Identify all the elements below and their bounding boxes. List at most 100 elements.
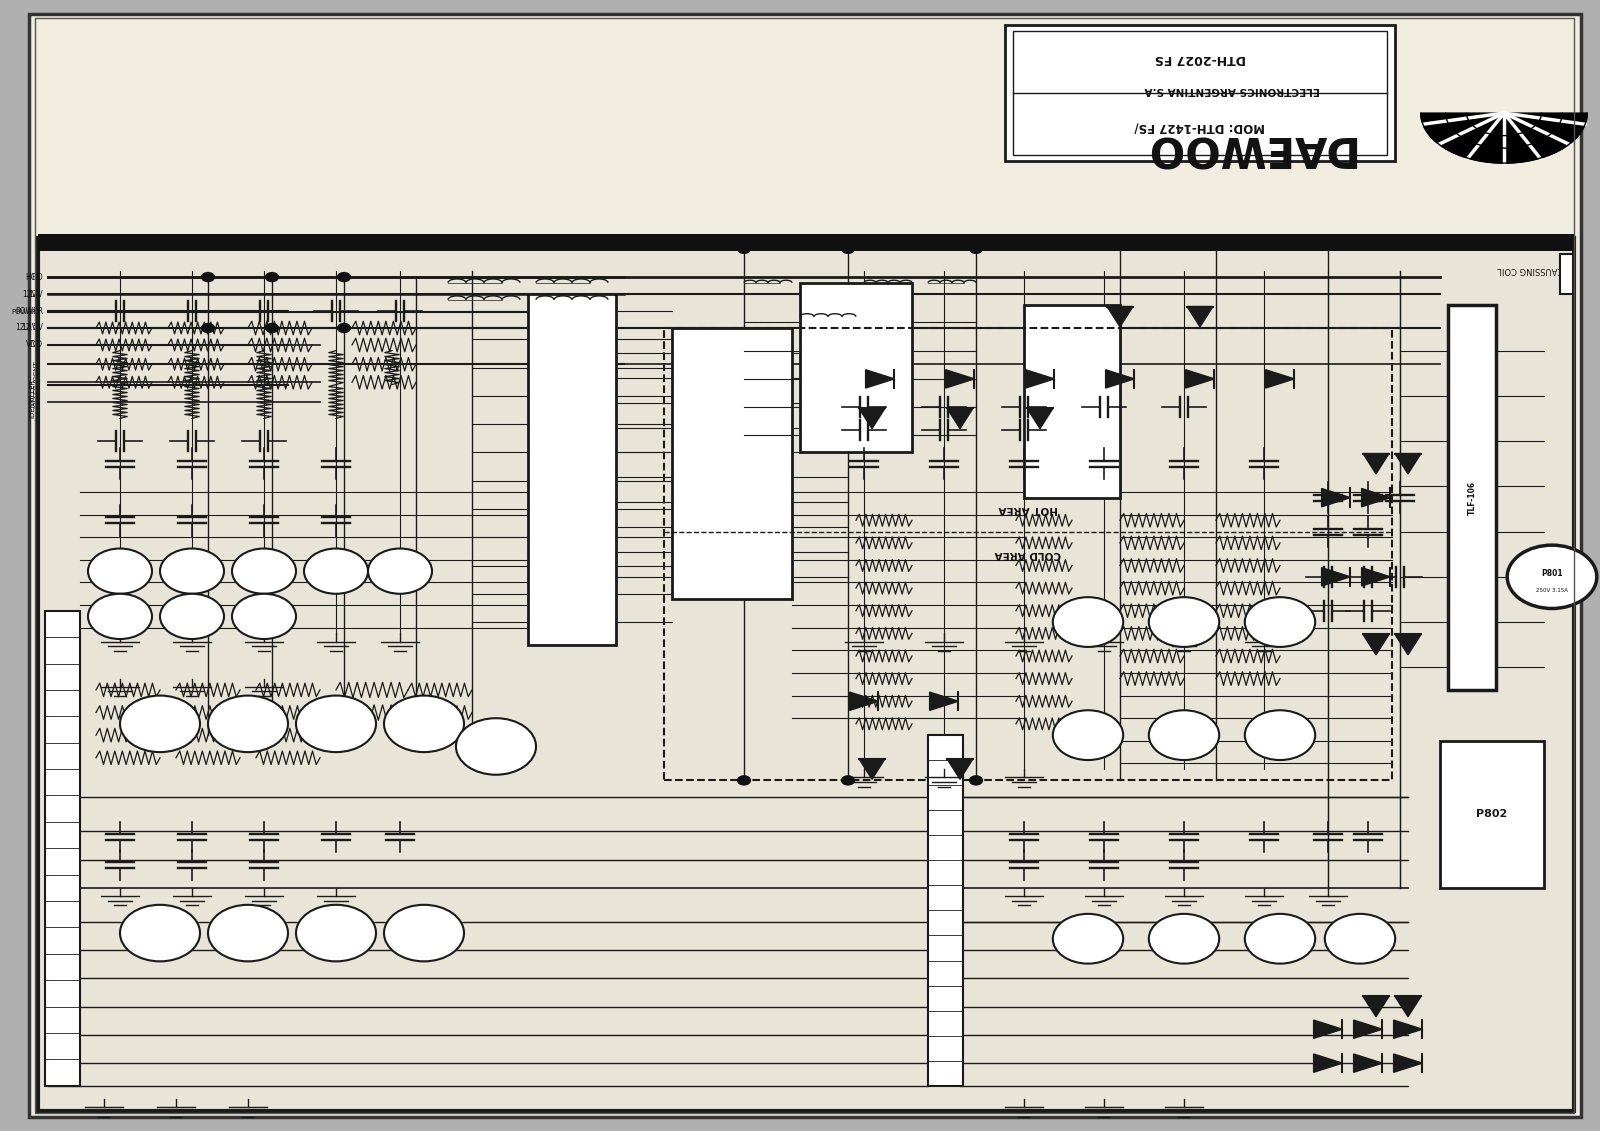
Bar (1560, 254, 1573, 294)
Circle shape (160, 594, 224, 639)
Circle shape (384, 905, 464, 961)
Circle shape (1149, 914, 1219, 964)
Polygon shape (947, 759, 973, 779)
Circle shape (384, 696, 464, 752)
Bar (1448, 305, 1496, 690)
Polygon shape (947, 408, 973, 429)
Text: 250V 3.15A: 250V 3.15A (1536, 588, 1568, 593)
Text: 12.5V: 12.5V (21, 323, 43, 333)
Polygon shape (866, 370, 894, 388)
Circle shape (1053, 914, 1123, 964)
Circle shape (232, 594, 296, 639)
Polygon shape (1362, 489, 1390, 507)
Circle shape (202, 323, 214, 333)
Text: ELECTRONICS ARGENTINA S.A: ELECTRONICS ARGENTINA S.A (1144, 86, 1320, 95)
Circle shape (266, 273, 278, 282)
Polygon shape (1395, 634, 1421, 655)
Polygon shape (1322, 489, 1350, 507)
Circle shape (738, 244, 750, 253)
Polygon shape (946, 370, 974, 388)
Circle shape (304, 549, 368, 594)
Text: VD: VD (32, 340, 43, 349)
Circle shape (738, 776, 750, 785)
Text: 12V: 12V (22, 290, 37, 299)
Bar (45, 611, 80, 1086)
Circle shape (296, 696, 376, 752)
Polygon shape (1186, 370, 1214, 388)
Circle shape (208, 905, 288, 961)
Polygon shape (1106, 370, 1134, 388)
Polygon shape (1421, 113, 1587, 163)
Text: DAEWOO: DAEWOO (1142, 126, 1354, 169)
Bar (1005, 25, 1395, 161)
Circle shape (1325, 914, 1395, 964)
Text: KILLER: KILLER (29, 379, 35, 402)
Polygon shape (859, 759, 885, 779)
Text: 12.5V: 12.5V (14, 323, 37, 333)
Bar (38, 238, 1574, 1111)
Circle shape (338, 323, 350, 333)
Text: POWER: POWER (11, 309, 37, 316)
Text: HO: HO (32, 273, 43, 282)
Polygon shape (1394, 1020, 1422, 1038)
Circle shape (970, 244, 982, 253)
Bar (1013, 31, 1387, 155)
Circle shape (1245, 710, 1315, 760)
Circle shape (120, 696, 200, 752)
Polygon shape (1395, 996, 1421, 1017)
Circle shape (208, 696, 288, 752)
Circle shape (338, 273, 350, 282)
Text: P801: P801 (1541, 569, 1563, 578)
Text: MOD: DTH-1427 FS/: MOD: DTH-1427 FS/ (1134, 120, 1266, 133)
Text: TLF-106: TLF-106 (1467, 481, 1477, 515)
Circle shape (88, 549, 152, 594)
Circle shape (456, 718, 536, 775)
Bar (1448, 305, 1496, 690)
Circle shape (296, 905, 376, 961)
Circle shape (1507, 545, 1597, 608)
Polygon shape (1363, 634, 1389, 655)
Polygon shape (1107, 307, 1133, 327)
Text: HOT AREA: HOT AREA (998, 504, 1058, 513)
Polygon shape (1314, 1020, 1342, 1038)
Polygon shape (1027, 408, 1053, 429)
Text: POWER: POWER (14, 307, 43, 316)
Polygon shape (1314, 1054, 1342, 1072)
Polygon shape (930, 692, 958, 710)
Circle shape (1053, 710, 1123, 760)
Bar (928, 735, 963, 1086)
Text: DTH-2027 FS: DTH-2027 FS (1154, 52, 1246, 66)
Bar (1440, 741, 1544, 888)
Circle shape (1053, 597, 1123, 647)
Circle shape (266, 323, 278, 333)
Polygon shape (850, 692, 878, 710)
Text: DECAUSSING COIL: DECAUSSING COIL (1498, 265, 1574, 274)
Polygon shape (1322, 568, 1350, 586)
Text: 12V: 12V (29, 290, 43, 299)
Bar (800, 283, 912, 452)
Circle shape (120, 905, 200, 961)
Text: COLD AREA: COLD AREA (995, 550, 1061, 559)
Polygon shape (1362, 568, 1390, 586)
Circle shape (88, 594, 152, 639)
Polygon shape (1266, 370, 1294, 388)
Polygon shape (1354, 1054, 1382, 1072)
Text: VD: VD (26, 340, 37, 349)
Bar (672, 328, 792, 599)
Polygon shape (1354, 1020, 1382, 1038)
Bar (664, 328, 1392, 780)
Text: HO: HO (26, 273, 37, 282)
Polygon shape (1394, 1054, 1422, 1072)
Circle shape (202, 273, 214, 282)
Circle shape (1149, 597, 1219, 647)
Circle shape (842, 244, 854, 253)
Bar (528, 294, 616, 645)
Circle shape (1245, 914, 1315, 964)
Bar (1024, 305, 1120, 498)
Circle shape (160, 549, 224, 594)
Polygon shape (1363, 996, 1389, 1017)
Circle shape (232, 549, 296, 594)
Circle shape (970, 776, 982, 785)
Polygon shape (1363, 454, 1389, 474)
Circle shape (1149, 710, 1219, 760)
